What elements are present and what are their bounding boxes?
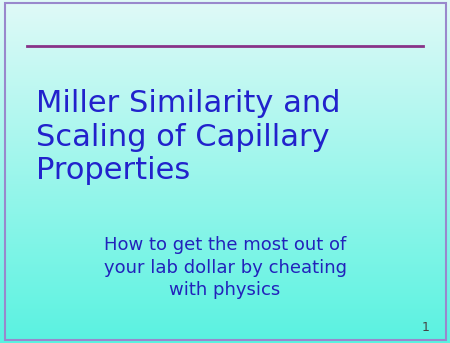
Text: Miller Similarity and
Scaling of Capillary
Properties: Miller Similarity and Scaling of Capilla… (36, 89, 341, 185)
Text: 1: 1 (422, 321, 430, 334)
Text: How to get the most out of
your lab dollar by cheating
with physics: How to get the most out of your lab doll… (104, 236, 346, 299)
